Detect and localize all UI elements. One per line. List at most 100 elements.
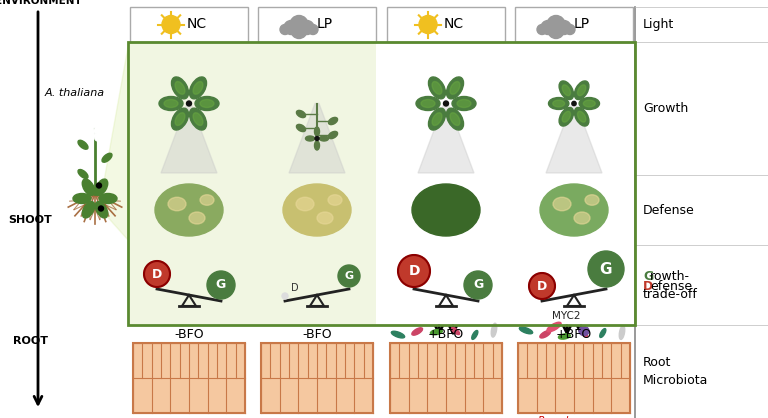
Polygon shape [289,104,345,173]
Text: -BFO: -BFO [302,328,332,341]
Circle shape [588,251,624,287]
Bar [390,343,502,413]
Ellipse shape [317,212,333,224]
Ellipse shape [429,77,445,99]
Circle shape [572,102,576,106]
Ellipse shape [412,328,422,335]
Text: MYC2: MYC2 [551,311,581,321]
Ellipse shape [102,153,112,162]
Ellipse shape [452,97,476,110]
Bar [518,343,630,413]
Ellipse shape [579,97,600,110]
Text: D: D [643,280,654,293]
Text: rowth-: rowth- [650,270,690,283]
Ellipse shape [82,201,94,218]
Ellipse shape [450,82,460,94]
Ellipse shape [190,77,207,99]
Ellipse shape [540,184,608,236]
Text: A. thaliana: A. thaliana [45,89,105,99]
Ellipse shape [193,113,203,125]
Ellipse shape [392,331,405,338]
Ellipse shape [200,99,214,107]
Bar [387,7,505,42]
Text: G: G [600,262,612,276]
Ellipse shape [574,107,589,126]
Text: ROOT: ROOT [12,336,48,347]
Circle shape [280,25,290,35]
Ellipse shape [155,184,223,236]
Ellipse shape [94,126,99,134]
Circle shape [207,271,235,299]
Ellipse shape [296,197,314,211]
Ellipse shape [452,327,459,335]
Ellipse shape [171,77,188,99]
Bar [130,7,248,42]
Bar [133,343,245,413]
Circle shape [98,206,104,211]
Circle shape [308,25,318,35]
Ellipse shape [99,194,117,204]
Ellipse shape [329,117,338,125]
Text: D: D [537,280,547,293]
Text: D: D [152,268,162,280]
Ellipse shape [296,125,306,132]
Text: efense: efense [650,280,692,293]
Circle shape [144,261,170,287]
Circle shape [547,15,565,33]
Ellipse shape [168,197,186,211]
Polygon shape [161,104,217,173]
Text: Pseudomonas: Pseudomonas [538,416,611,418]
Text: G: G [643,270,654,283]
Text: NC: NC [444,18,464,31]
Ellipse shape [175,113,185,125]
Ellipse shape [619,326,624,339]
Ellipse shape [574,81,589,99]
Ellipse shape [195,97,219,110]
Ellipse shape [78,170,88,178]
Polygon shape [418,104,474,173]
Ellipse shape [553,197,571,211]
Ellipse shape [88,128,94,134]
Circle shape [443,101,449,106]
Text: G: G [473,278,483,291]
Text: +BFO: +BFO [556,328,592,341]
Polygon shape [546,104,602,173]
Circle shape [284,20,298,35]
Circle shape [338,265,360,287]
Text: D: D [291,283,299,293]
Ellipse shape [421,99,435,107]
Ellipse shape [315,141,319,150]
Circle shape [282,293,288,299]
Circle shape [315,137,319,140]
Ellipse shape [296,110,306,117]
Ellipse shape [315,127,319,136]
Ellipse shape [446,108,464,130]
Text: D: D [409,264,420,278]
Ellipse shape [548,97,569,110]
Circle shape [419,15,437,33]
Ellipse shape [578,85,586,96]
Bar [515,7,633,42]
Ellipse shape [171,108,188,130]
Bar [261,343,373,413]
Ellipse shape [82,179,94,196]
Text: G: G [344,271,353,281]
Circle shape [529,273,555,299]
Text: LP: LP [574,18,590,31]
Circle shape [187,101,191,106]
Text: Defense: Defense [643,204,695,217]
Circle shape [97,183,101,188]
Ellipse shape [328,195,342,205]
Bar [258,7,376,42]
Ellipse shape [584,100,595,107]
Circle shape [300,20,314,35]
Bar [130,43,376,324]
Ellipse shape [547,322,561,332]
Ellipse shape [600,329,606,337]
Text: Light: Light [643,18,674,31]
Ellipse shape [78,140,88,149]
Ellipse shape [562,111,571,122]
Ellipse shape [189,212,205,224]
Ellipse shape [457,99,471,107]
Ellipse shape [492,323,497,337]
